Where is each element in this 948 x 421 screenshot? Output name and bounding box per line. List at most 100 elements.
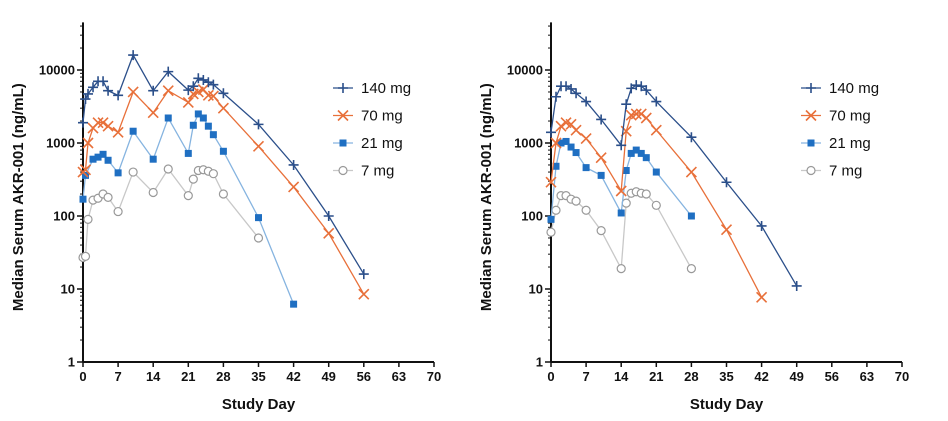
x-tick-label: 28	[216, 369, 230, 384]
data-point-plus	[288, 159, 299, 170]
data-point-plus	[198, 74, 209, 85]
data-point-square	[637, 149, 645, 157]
legend-label: 7 mg	[361, 163, 394, 180]
x-tick-label: 42	[754, 369, 768, 384]
data-point-x	[805, 109, 817, 122]
data-point-circle	[253, 233, 264, 243]
data-point-x	[650, 124, 662, 136]
data-point-square	[204, 122, 212, 130]
data-point-plus	[571, 88, 582, 99]
data-point-plus	[581, 96, 592, 107]
y-tick-label: 1	[68, 355, 75, 370]
data-point-x	[323, 227, 335, 239]
data-point-circle	[806, 165, 816, 176]
data-point-circle	[103, 192, 113, 202]
legend-label: 140 mg	[361, 80, 411, 97]
data-point-circle	[571, 196, 581, 206]
data-point-square	[617, 209, 625, 217]
data-point-square	[219, 147, 227, 155]
data-point-square	[189, 121, 197, 129]
data-point-plus	[88, 82, 99, 93]
data-point-square	[339, 139, 347, 147]
data-point-square	[255, 214, 262, 222]
y-tick-label: 1000	[514, 136, 543, 151]
data-point-x	[147, 107, 159, 119]
legend-label: 7 mg	[829, 163, 862, 180]
data-point-plus	[323, 211, 334, 221]
data-point-plus	[641, 85, 652, 96]
x-tick-label: 0	[79, 369, 86, 384]
legend-label: 21 mg	[829, 135, 871, 152]
data-point-plus	[183, 85, 194, 96]
data-point-circle	[128, 167, 138, 177]
data-point-plus	[636, 81, 647, 92]
series-line	[82, 53, 365, 275]
data-point-x	[358, 288, 370, 300]
data-point-square	[627, 149, 635, 157]
y-tick-label: 10000	[507, 63, 543, 78]
data-point-plus	[80, 94, 91, 105]
data-point-plus	[253, 119, 264, 130]
data-point-square	[632, 146, 640, 154]
data-point-plus	[208, 79, 219, 90]
legend-item: 140 mg	[801, 80, 879, 97]
data-point-x	[337, 109, 349, 122]
data-point-plus	[193, 73, 204, 84]
x-tick-label: 28	[684, 369, 698, 384]
data-point-x	[127, 86, 139, 98]
data-point-square	[642, 154, 650, 162]
y-tick-label: 10	[61, 282, 75, 297]
legend: 140 mg 70 mg 21 mg 7 mg	[333, 80, 411, 180]
data-point-square	[129, 127, 137, 135]
data-point-plus	[616, 140, 627, 151]
data-point-circle	[551, 205, 561, 215]
data-point-x	[615, 185, 627, 197]
data-point-plus	[756, 220, 767, 231]
data-point-square	[582, 164, 590, 172]
legend-item: 7 mg	[801, 163, 862, 180]
x-tick-label: 14	[146, 369, 161, 384]
y-tick-label: 10000	[39, 63, 75, 78]
data-point-square	[557, 139, 565, 147]
data-point-plus	[546, 127, 556, 138]
data-point-x	[252, 140, 265, 152]
series-70-mg	[545, 108, 768, 303]
data-point-circle	[83, 214, 93, 224]
legend-label: 70 mg	[829, 108, 871, 125]
data-point-plus	[218, 88, 229, 99]
data-point-square	[807, 139, 815, 147]
x-tick-label: 7	[582, 369, 589, 384]
x-tick-label: 35	[719, 369, 733, 384]
data-point-plus	[188, 81, 199, 92]
data-point-circle	[148, 187, 158, 198]
data-point-square	[552, 162, 560, 170]
data-point-plus	[113, 90, 124, 101]
data-point-circle	[163, 164, 173, 174]
legend-item: 21 mg	[333, 135, 403, 152]
data-point-square	[99, 150, 107, 158]
y-tick-label: 1	[536, 355, 543, 370]
x-tick-label: 49	[789, 369, 803, 384]
data-point-plus	[358, 269, 369, 280]
data-point-square	[652, 168, 660, 176]
data-point-circle	[546, 227, 556, 237]
data-point-circle	[581, 205, 591, 215]
x-tick-label: 70	[427, 369, 441, 384]
y-axis-label: Median Serum AKR-001 (ng/mL)	[10, 83, 27, 311]
data-point-x	[182, 96, 194, 108]
x-tick-label: 42	[286, 369, 300, 384]
legend-label: 70 mg	[361, 108, 403, 125]
series-70-mg	[77, 83, 370, 300]
data-point-plus	[148, 85, 159, 96]
data-point-plus	[78, 117, 88, 128]
data-point-x	[288, 181, 300, 193]
x-tick-label: 14	[614, 369, 629, 384]
data-point-circle	[338, 165, 348, 176]
data-point-x	[112, 126, 124, 138]
legend-label: 140 mg	[829, 80, 879, 97]
legend-item: 21 mg	[801, 135, 871, 152]
data-point-square	[199, 114, 207, 122]
series-21-mg	[79, 110, 298, 308]
y-tick-label: 10	[529, 282, 543, 297]
data-point-x	[545, 176, 557, 188]
